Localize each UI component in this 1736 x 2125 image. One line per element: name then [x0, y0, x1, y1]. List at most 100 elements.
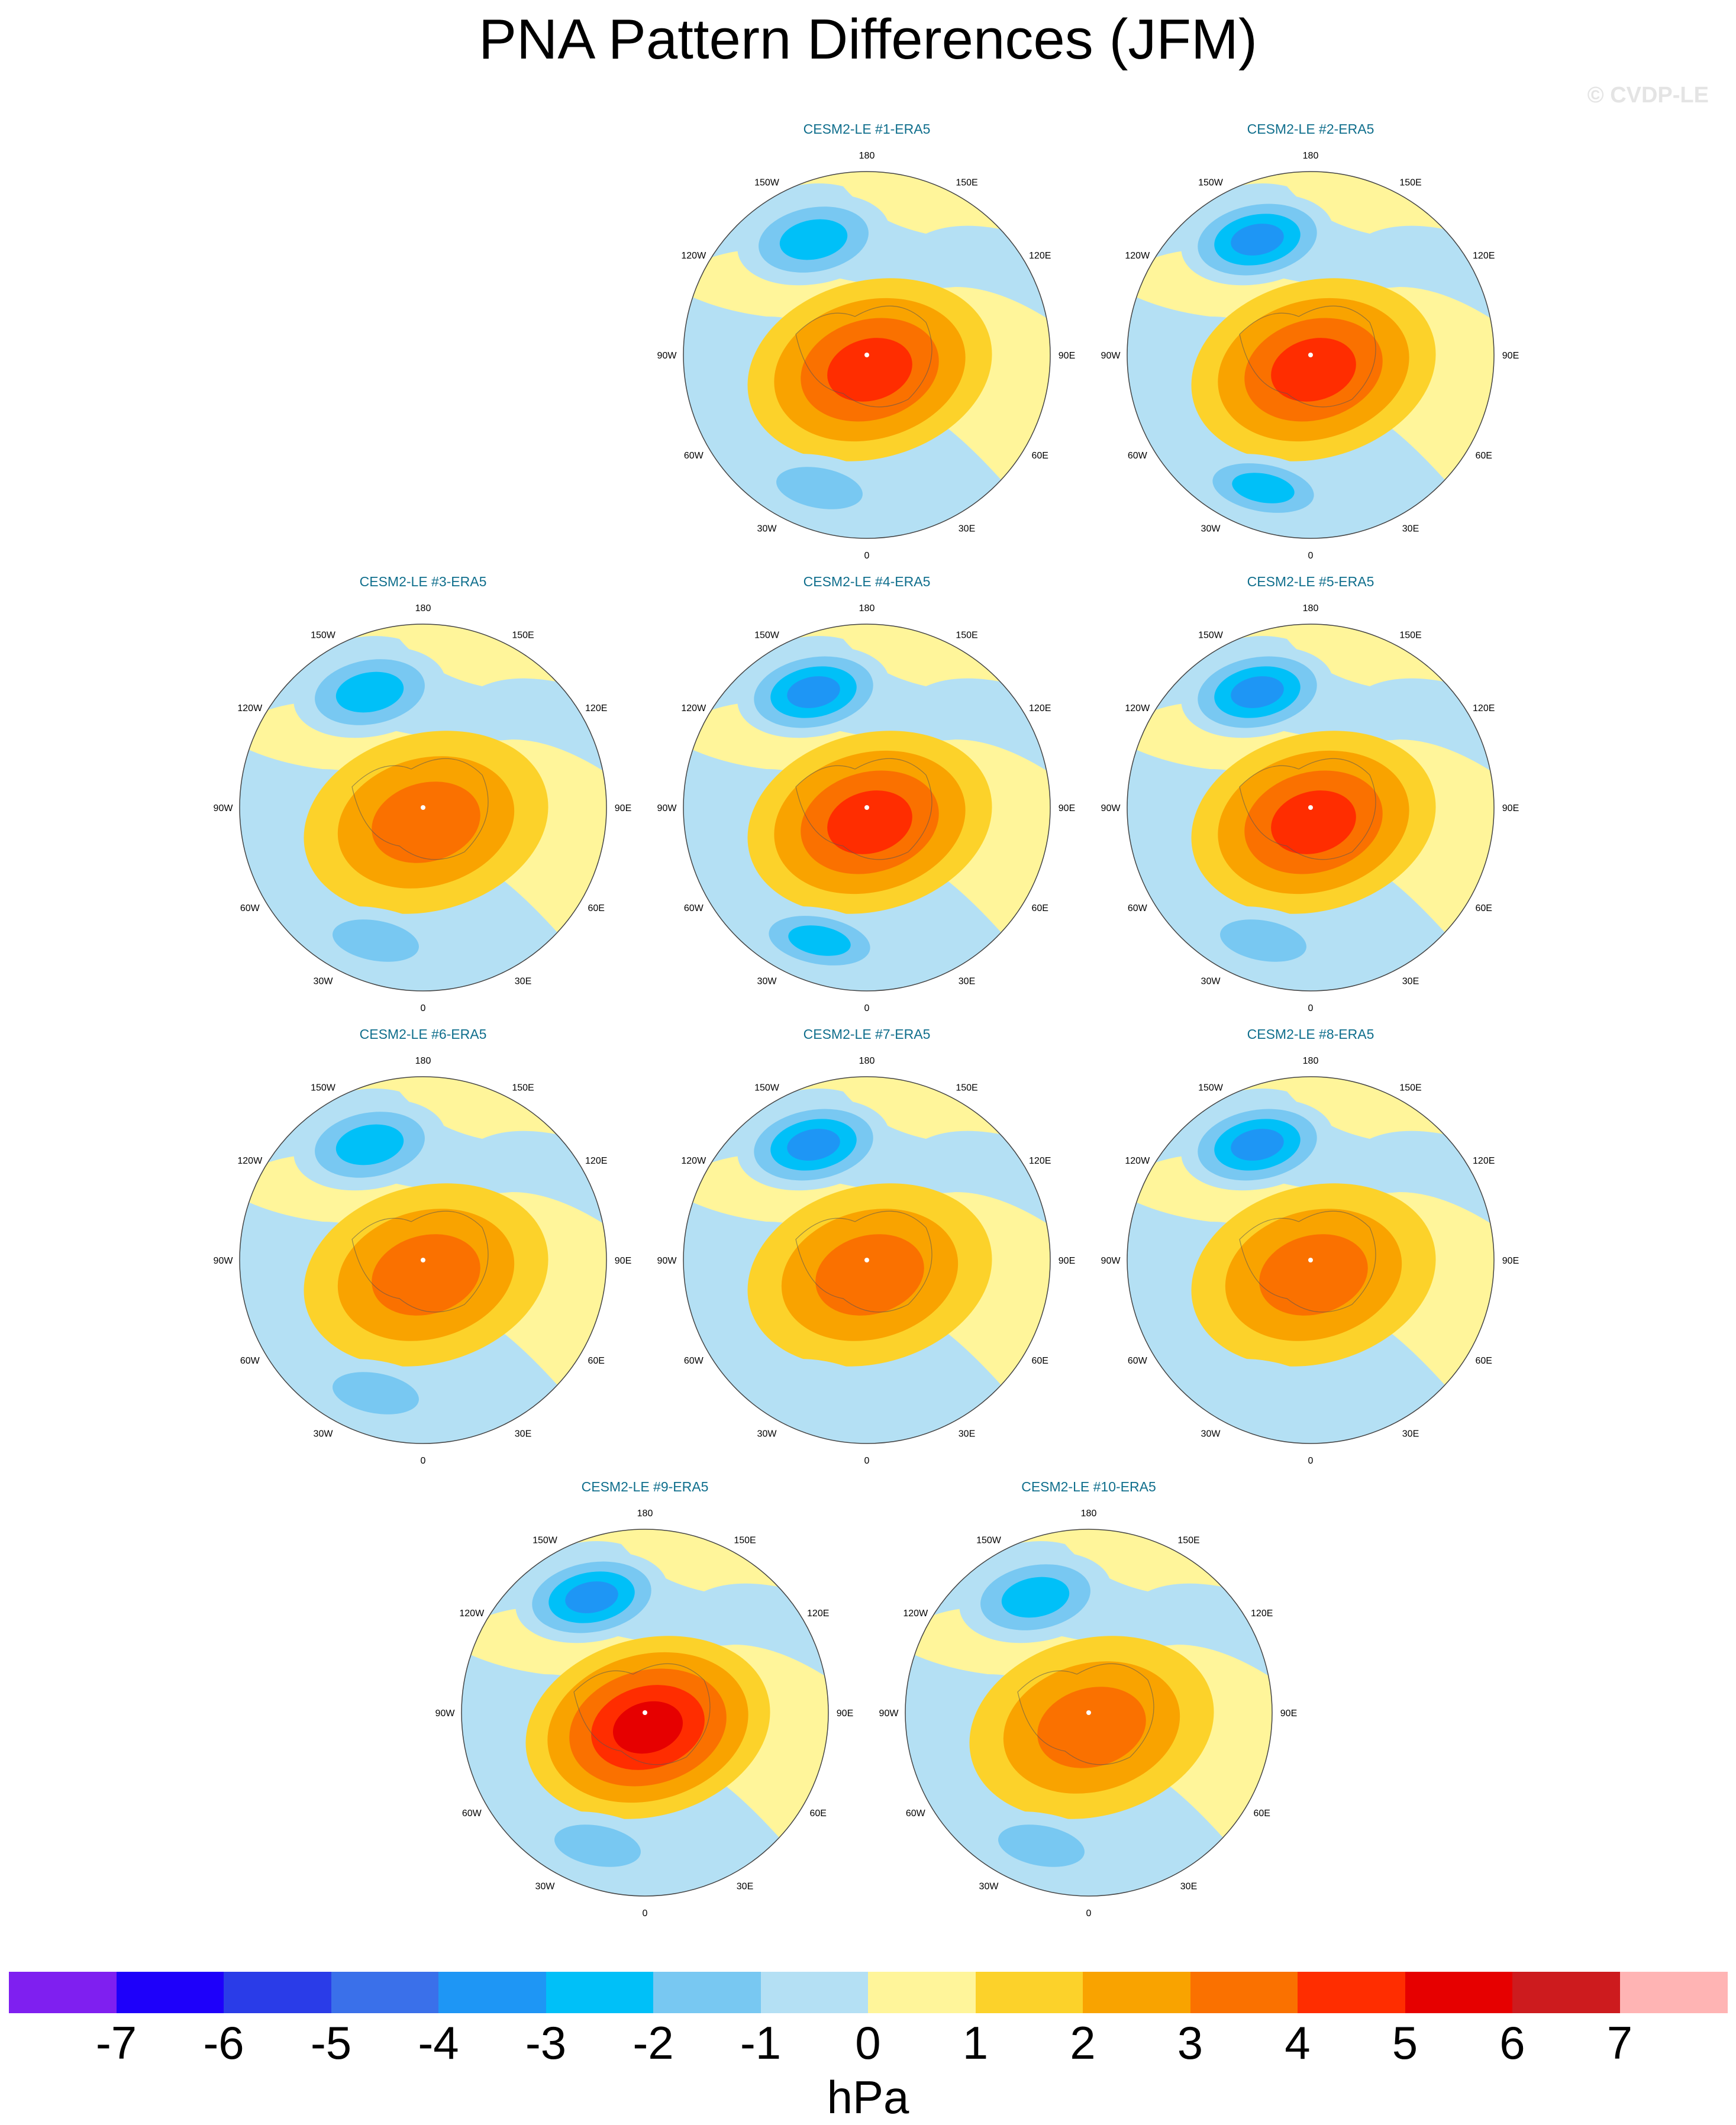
polar-map: 180 150E 120E 90E 60E 30E 0 30W 60W 90W 120W 150W: [1101, 151, 1519, 561]
longitude-label: 0: [1308, 1003, 1314, 1013]
atlantic-low-band-2: [998, 1824, 1085, 1867]
field-positive-north: [905, 1529, 1272, 1615]
longitude-label: 60W: [1128, 903, 1148, 913]
colorbar-segment: [1512, 1972, 1620, 2013]
longitude-label: 30W: [1201, 1429, 1221, 1439]
longitude-label: 0: [864, 1456, 870, 1466]
longitude-label: 120E: [1029, 1156, 1051, 1166]
panel-title: CESM2-LE #6-ERA5: [359, 1026, 487, 1042]
longitude-label: 60E: [588, 1356, 604, 1366]
longitude-label: 150E: [512, 1083, 534, 1093]
north-pole-marker: [864, 353, 869, 357]
colorbar-segment: [1298, 1972, 1405, 2013]
longitude-label: 120E: [585, 1156, 607, 1166]
map-field: [1127, 624, 1494, 991]
atlantic-low-band-2: [1220, 919, 1306, 962]
colorbar-segment: [1190, 1972, 1298, 2013]
map-boundary: [683, 171, 1051, 539]
colorbar-unit: hPa: [827, 2071, 909, 2123]
atlantic-low-band-1: [1193, 1358, 1334, 1428]
longitude-label: 150E: [1399, 630, 1421, 640]
map-panel: CESM2-LE #1-ERA5 180 150E 120E 90E 60E 30E 0 30W…: [648, 121, 1086, 571]
colorbar-segment: [1405, 1972, 1513, 2013]
longitude-label: 120W: [681, 1156, 706, 1166]
colorbar-segment: [224, 1972, 331, 2013]
longitude-label: 90W: [1101, 1256, 1121, 1266]
map-panel: CESM2-LE #4-ERA5 180 150E 120E 90E 60E 30E 0 30W…: [648, 574, 1086, 1023]
field-positive-north: [1127, 1077, 1494, 1162]
map-panel: CESM2-LE #3-ERA5 180 150E 120E 90E 60E 30E 0 30W…: [204, 574, 642, 1023]
longitude-label: 90E: [1502, 351, 1519, 361]
longitude-label: 60E: [1031, 903, 1048, 913]
map-boundary: [683, 1076, 1051, 1444]
longitude-label: 120W: [1125, 703, 1150, 713]
field-positive-north: [683, 624, 1050, 710]
north-pole-marker: [421, 805, 425, 810]
colorbar-segment: [331, 1972, 439, 2013]
colorbar-tick-label: 1: [962, 2017, 989, 2069]
panel-title: CESM2-LE #3-ERA5: [359, 574, 487, 589]
coastline: [1239, 1210, 1376, 1313]
longitude-label: 90E: [837, 1709, 853, 1719]
colorbar-tick-label: -7: [95, 2017, 137, 2069]
longitude-label: 120E: [1473, 703, 1495, 713]
panel-title: CESM2-LE #4-ERA5: [803, 574, 931, 589]
longitude-label: 150W: [533, 1535, 558, 1545]
map-boundary: [461, 1529, 829, 1897]
map-panel: CESM2-LE #8-ERA5 180 150E 120E 90E 60E 30E 0 30W…: [1092, 1026, 1530, 1476]
longitude-label: 60W: [684, 451, 704, 461]
arctic-high-band-4: [1271, 338, 1356, 402]
longitude-label: 90W: [435, 1709, 456, 1719]
longitude-label: 180: [1081, 1509, 1097, 1519]
pacific-low-band-4: [787, 676, 840, 708]
longitude-label: 0: [864, 551, 870, 561]
field-positive-north: [462, 1529, 828, 1615]
longitude-label: 90E: [1280, 1709, 1297, 1719]
longitude-label: 90W: [1101, 351, 1121, 361]
map-panel: CESM2-LE #2-ERA5 180 150E 120E 90E 60E 30E 0 30W…: [1092, 121, 1530, 571]
coastline: [351, 1210, 489, 1313]
north-pole-marker: [864, 805, 869, 810]
pacific-low-band-4: [1231, 676, 1284, 708]
longitude-label: 120W: [1125, 251, 1150, 261]
arctic-high-band-3: [372, 1234, 480, 1316]
panel-title: CESM2-LE #8-ERA5: [1247, 1026, 1374, 1042]
longitude-label: 30W: [314, 1429, 334, 1439]
north-pole-marker: [643, 1710, 647, 1715]
longitude-label: 180: [859, 151, 875, 161]
longitude-label: 0: [421, 1003, 426, 1013]
pacific-low-band-3: [335, 1124, 404, 1165]
coastline: [573, 1663, 711, 1765]
longitude-label: 180: [415, 1056, 431, 1066]
map-field: [240, 1077, 606, 1443]
longitude-label: 90W: [657, 351, 677, 361]
longitude-label: 30E: [737, 1882, 753, 1892]
field-positive-north: [240, 624, 606, 710]
longitude-label: 120E: [1251, 1609, 1273, 1619]
colorbar-segment: [760, 1972, 869, 2013]
longitude-label: 60E: [1475, 451, 1492, 461]
north-pole-marker: [1308, 353, 1313, 357]
longitude-label: 120W: [903, 1609, 928, 1619]
longitude-label: 150W: [754, 1083, 780, 1093]
longitude-label: 150W: [976, 1535, 1002, 1545]
longitude-label: 90W: [214, 803, 234, 813]
polar-map: 180 150E 120E 90E 60E 30E 0 30W 60W 90W 120W 150W: [1101, 1056, 1519, 1466]
longitude-label: 150W: [1198, 1083, 1224, 1093]
longitude-label: 30E: [1402, 524, 1419, 534]
map-field: [683, 624, 1050, 991]
watermark: © CVDP-LE: [1587, 83, 1709, 108]
longitude-label: 60W: [684, 903, 704, 913]
coastline: [351, 758, 489, 860]
longitude-label: 120E: [807, 1609, 829, 1619]
colorbar-tick-label: -2: [633, 2017, 674, 2069]
colorbar-tick-label: 4: [1285, 2017, 1311, 2069]
longitude-label: 30W: [757, 977, 777, 987]
polar-map: 180 150E 120E 90E 60E 30E 0 30W 60W 90W 120W 150W: [657, 151, 1076, 561]
colorbar-tick-label: -6: [203, 2017, 244, 2069]
map-boundary: [1127, 624, 1495, 992]
polar-map: 180 150E 120E 90E 60E 30E 0 30W 60W 90W 120W 150W: [435, 1509, 854, 1919]
longitude-label: 150E: [956, 177, 977, 188]
longitude-label: 60E: [1031, 1356, 1048, 1366]
longitude-label: 90E: [1059, 1256, 1075, 1266]
